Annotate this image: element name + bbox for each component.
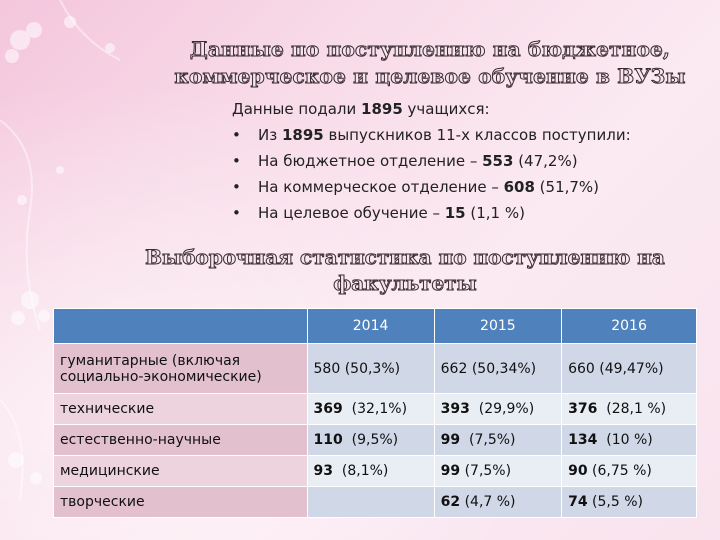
bullet-prefix: На бюджетное отделение – (258, 152, 483, 170)
cell-percent: (8,1%) (333, 463, 389, 479)
table-cell: 99 (7,5%) (433, 455, 563, 487)
cell-percent: (6,75 %) (587, 463, 652, 479)
faculty-label: естественно-научные (53, 424, 308, 456)
bullet-icon: • (232, 126, 241, 144)
table-cell: 660 (49,47%) (561, 343, 697, 394)
bullet-suffix: (51,7%) (534, 178, 600, 196)
cell-percent: (5,5 %) (587, 494, 643, 510)
intro-lead-number: 1895 (361, 100, 403, 118)
header-year-2016: 2016 (561, 308, 697, 344)
cell-count: 62 (440, 494, 461, 510)
bullet-prefix: Из (258, 126, 282, 144)
intro-bullet: • Из 1895 выпускников 11-х классов поступ… (232, 122, 702, 148)
cell-count: 110 (313, 432, 343, 448)
cell-count: 134 (568, 432, 598, 448)
subtitle-line-2: факультеты (333, 271, 477, 296)
table-cell: 99 (7,5%) (433, 424, 563, 456)
table-cell: 93 (8,1%) (306, 455, 435, 487)
cell-count: 99 (440, 463, 461, 479)
table-header-row: 2014 2015 2016 (53, 308, 697, 344)
title-line-1: Данные по поступлению на бюджетное, (189, 37, 671, 62)
faculty-label: гуманитарные (включая социально-экономич… (53, 343, 308, 394)
cell-percent: (4,7 %) (460, 494, 516, 510)
cell-percent: (7,5%) (460, 463, 512, 479)
intro-bullet: • На бюджетное отделение – 553 (47,2%) (232, 148, 702, 174)
title-line-2: коммерческое и целевое обучение в ВУЗы (174, 64, 686, 89)
cell-count: 369 (313, 401, 343, 417)
header-corner (53, 308, 308, 344)
bullet-suffix: (1,1 %) (465, 204, 525, 222)
table-cell: 134 (10 %) (561, 424, 697, 456)
cell-percent: (50,34%) (467, 360, 537, 377)
header-year-2015: 2015 (433, 308, 563, 344)
table-cell: 393 (29,9%) (433, 393, 563, 425)
cell-percent: (50,3%) (340, 360, 401, 377)
table-cell: 580 (50,3%) (306, 343, 435, 394)
intro-bullet: • На целевое обучение – 15 (1,1 %) (232, 200, 702, 226)
cell-percent: (10 %) (597, 432, 653, 448)
bullet-number: 553 (482, 152, 514, 170)
slide-title: Данные по поступлению на бюджетное, комм… (150, 36, 710, 90)
cell-count: 580 (313, 360, 341, 377)
table-row: естественно-научные 110 (9,5%) 99 (7,5%)… (53, 424, 697, 456)
table-cell: 376 (28,1 %) (561, 393, 697, 425)
table-row: творческие 62 (4,7 %) 74 (5,5 %) (53, 486, 697, 518)
section-subtitle: Выборочная статистика по поступлению на … (100, 244, 710, 296)
table-row: медицинские 93 (8,1%) 99 (7,5%) 90 (6,75… (53, 455, 697, 487)
table-row: гуманитарные (включая социально-экономич… (53, 343, 697, 394)
intro-lead-prefix: Данные подали (232, 100, 362, 118)
intro-bullet: • На коммерческое отделение – 608 (51,7%) (232, 174, 702, 200)
header-year-2014: 2014 (306, 308, 435, 344)
cell-count: 74 (568, 494, 588, 510)
faculty-label: технические (53, 393, 308, 425)
cell-count: 376 (568, 401, 598, 417)
table-cell (306, 486, 435, 518)
cell-count: 393 (440, 401, 470, 417)
table-cell: 62 (4,7 %) (433, 486, 563, 518)
cell-percent: (32,1%) (342, 401, 408, 417)
cell-count: 99 (440, 432, 461, 448)
intro-text: Данные подали 1895 учащихся: • Из 1895 вы… (232, 96, 702, 226)
bullet-number: 608 (503, 178, 535, 196)
bullet-icon: • (232, 178, 241, 196)
table-row: технические 369 (32,1%) 393 (29,9%) 376 … (53, 393, 697, 425)
admission-stats-table: 2014 2015 2016 гуманитарные (включая соц… (53, 308, 697, 518)
bullet-prefix: На целевое обучение – (258, 204, 445, 222)
faculty-label: творческие (53, 486, 308, 518)
table-cell: 74 (5,5 %) (561, 486, 697, 518)
bullet-prefix: На коммерческое отделение – (258, 178, 504, 196)
cell-count: 660 (568, 360, 595, 377)
bullet-number: 1895 (281, 126, 324, 144)
cell-count: 662 (440, 360, 468, 377)
table-cell: 662 (50,34%) (433, 343, 563, 394)
faculty-label: медицинские (53, 455, 308, 487)
cell-percent: (49,47%) (594, 360, 664, 377)
bullet-suffix: выпускников 11-х классов поступили: (323, 126, 631, 144)
bullet-icon: • (232, 152, 241, 170)
cell-percent: (28,1 %) (597, 401, 667, 417)
cell-percent: (29,9%) (469, 401, 535, 417)
subtitle-line-1: Выборочная статистика по поступлению на (145, 245, 666, 270)
cell-percent: (9,5%) (342, 432, 399, 448)
cell-percent: (7,5%) (460, 432, 516, 448)
cell-count: 93 (313, 463, 333, 479)
intro-lead-suffix: учащихся: (402, 100, 490, 118)
intro-lead: Данные подали 1895 учащихся: (232, 96, 702, 122)
table-cell: 369 (32,1%) (306, 393, 435, 425)
table-cell: 90 (6,75 %) (561, 455, 697, 487)
bullet-suffix: (47,2%) (513, 152, 578, 170)
bullet-icon: • (232, 204, 241, 222)
cell-count: 90 (568, 463, 588, 479)
bullet-number: 15 (444, 204, 466, 222)
table-cell: 110 (9,5%) (306, 424, 435, 456)
